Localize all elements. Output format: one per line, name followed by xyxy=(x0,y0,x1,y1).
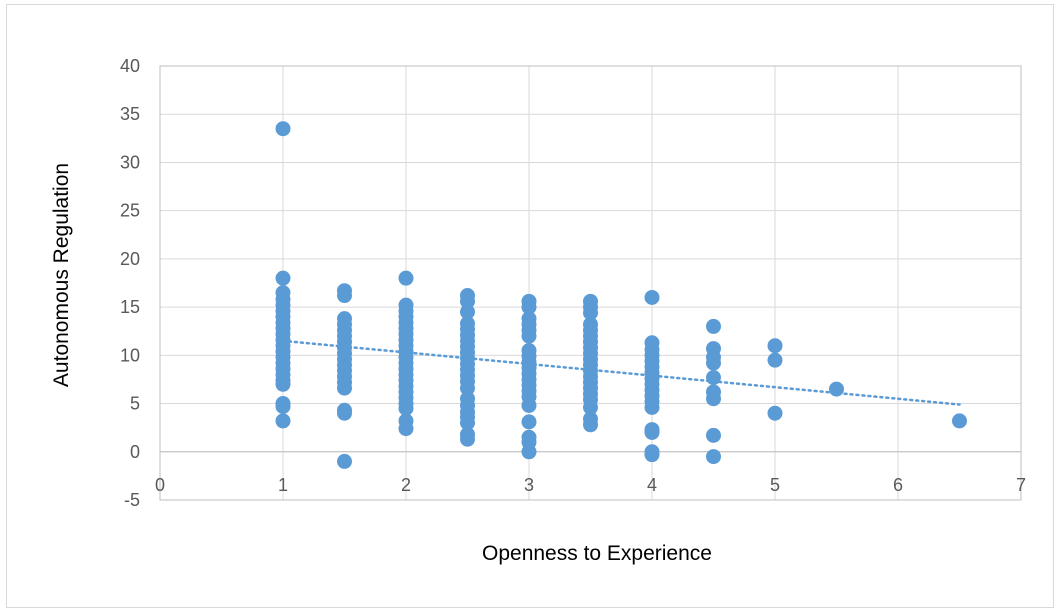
data-point xyxy=(275,121,291,137)
data-point xyxy=(521,299,537,315)
data-point xyxy=(706,449,721,465)
data-point xyxy=(952,413,967,429)
data-point xyxy=(398,400,414,416)
y-axis-title: Autonomous Regulation xyxy=(50,163,73,387)
data-point xyxy=(275,270,291,286)
y-tick-label: 25 xyxy=(120,201,140,221)
y-tick-label: 10 xyxy=(120,345,140,365)
data-point xyxy=(644,424,660,440)
x-tick-label: 4 xyxy=(647,475,657,495)
x-tick-label: 6 xyxy=(893,475,903,495)
y-tick-label: 35 xyxy=(120,104,140,124)
data-point xyxy=(275,413,291,429)
y-tick-label: 0 xyxy=(130,442,140,462)
x-axis-title: Openness to Experience xyxy=(482,542,712,565)
data-point xyxy=(583,305,598,321)
data-point xyxy=(829,381,844,397)
data-point xyxy=(460,431,475,447)
data-point xyxy=(644,399,660,415)
y-tick-label: -5 xyxy=(124,490,140,510)
x-tick-label: 3 xyxy=(524,475,534,495)
data-point xyxy=(521,328,537,344)
plot-area-border xyxy=(159,65,1022,501)
data-point xyxy=(275,376,291,392)
x-tick-label: 0 xyxy=(155,475,165,495)
data-points xyxy=(275,121,967,469)
data-point xyxy=(337,405,352,421)
data-point xyxy=(521,414,537,430)
data-point xyxy=(706,318,721,334)
data-point xyxy=(706,355,721,371)
x-tick-label: 5 xyxy=(770,475,780,495)
data-point xyxy=(521,444,537,460)
data-point xyxy=(398,421,414,437)
data-point xyxy=(583,399,598,415)
trendline xyxy=(281,339,961,406)
data-point xyxy=(337,288,352,304)
data-point xyxy=(460,415,475,431)
x-tick-label: 7 xyxy=(1016,475,1026,495)
data-point xyxy=(767,352,783,368)
x-tick-label: 1 xyxy=(278,475,288,495)
data-point xyxy=(583,417,598,433)
data-point xyxy=(767,338,783,354)
data-point xyxy=(337,380,352,396)
data-point xyxy=(460,293,475,309)
data-point xyxy=(706,391,721,407)
y-tick-label: 40 xyxy=(120,56,140,76)
y-tick-label: 15 xyxy=(120,297,140,317)
y-tick-label: 30 xyxy=(120,152,140,172)
data-point xyxy=(398,270,414,286)
x-tick-label: 2 xyxy=(401,475,411,495)
data-point xyxy=(767,405,783,421)
data-point xyxy=(521,397,537,413)
data-point xyxy=(460,380,475,396)
data-point xyxy=(706,427,721,443)
data-point xyxy=(337,453,352,469)
y-tick-label: 5 xyxy=(130,394,140,414)
data-point xyxy=(644,447,660,463)
y-tick-label: 20 xyxy=(120,249,140,269)
data-point xyxy=(275,398,291,414)
data-point xyxy=(460,304,475,320)
data-point xyxy=(644,289,660,305)
tick-labels: -5 0 5 10 15 20 25 30 35 40 0 1 2 3 4 5 6 7 xyxy=(120,56,1026,510)
